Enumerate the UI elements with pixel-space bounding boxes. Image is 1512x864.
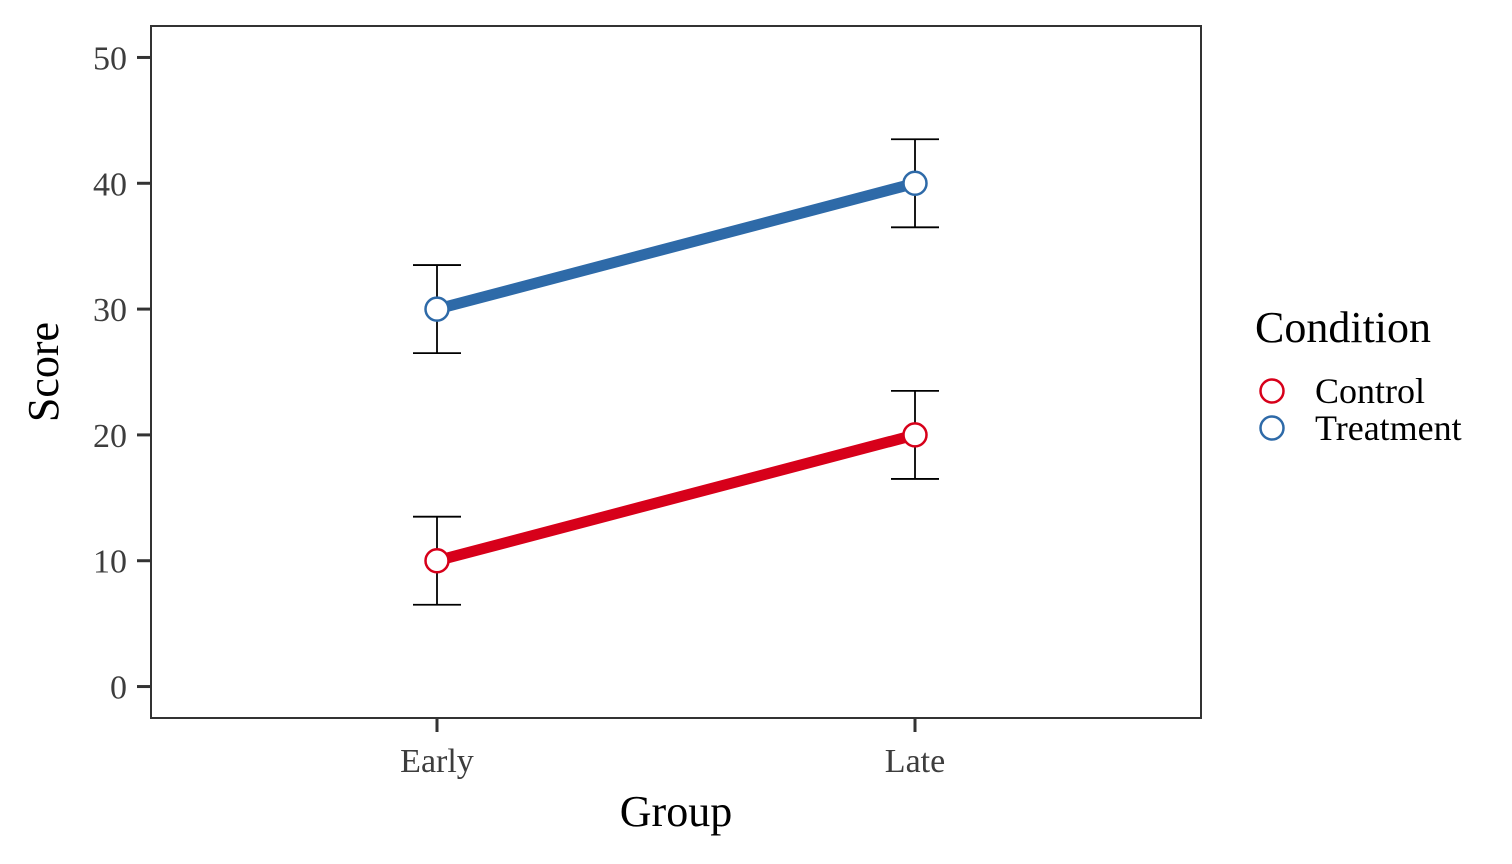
data-points <box>424 170 928 574</box>
y-tick-label: 30 <box>93 292 127 329</box>
legend-title: Condition <box>1255 303 1431 352</box>
x-axis: Early Late <box>400 718 945 780</box>
y-tick-label: 50 <box>93 40 127 77</box>
legend-item: Treatment <box>1259 408 1462 448</box>
x-tick-label: Early <box>400 743 474 780</box>
y-tick-label: 0 <box>110 670 127 707</box>
y-axis-title: Score <box>19 322 68 422</box>
data-point <box>902 422 928 448</box>
x-tick-label: Late <box>885 743 945 780</box>
legend-item: Control <box>1259 371 1425 411</box>
y-tick-label: 20 <box>93 418 127 455</box>
error-bars <box>413 138 939 606</box>
data-point <box>902 170 928 197</box>
y-tick-label: 10 <box>93 544 127 581</box>
series-line <box>435 177 917 315</box>
legend-key <box>1259 378 1285 404</box>
data-point <box>424 547 450 574</box>
y-axis: 0 10 20 30 40 50 <box>93 40 151 707</box>
y-tick-label: 40 <box>93 166 127 203</box>
series-line <box>435 429 917 567</box>
legend-key <box>1259 415 1285 441</box>
x-axis-title: Group <box>620 787 732 836</box>
plot-panel-border <box>150 25 1202 719</box>
legend-label: Control <box>1315 371 1425 411</box>
series-lines <box>435 177 917 567</box>
data-point <box>424 296 450 322</box>
legend-label: Treatment <box>1315 408 1462 448</box>
